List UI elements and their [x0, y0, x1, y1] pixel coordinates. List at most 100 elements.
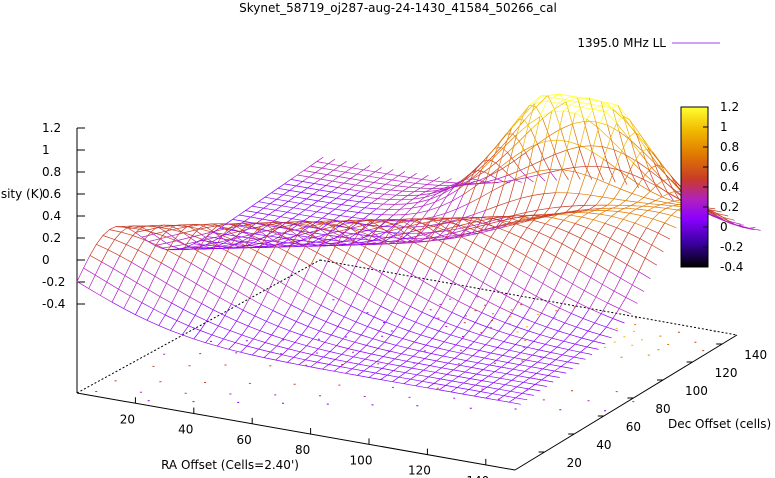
mesh-segment — [342, 220, 350, 222]
mesh-segment — [497, 178, 504, 183]
mesh-segment — [472, 223, 480, 233]
mesh-segment — [504, 312, 512, 323]
mesh-segment — [716, 212, 729, 217]
mesh-segment — [366, 196, 378, 199]
mesh-segment — [601, 146, 610, 168]
mesh-segment — [554, 366, 562, 372]
mesh-segment — [550, 169, 563, 173]
mesh-segment — [359, 201, 372, 204]
mesh-segment — [439, 294, 448, 307]
mesh-segment — [467, 220, 475, 228]
mesh-segment — [475, 322, 488, 328]
mesh-segment — [441, 188, 449, 195]
mesh-segment — [144, 231, 152, 241]
mesh-segment — [275, 205, 282, 211]
mesh-segment — [410, 173, 417, 178]
z-tick-label: -0.2 — [42, 275, 65, 289]
mesh-segment — [402, 190, 415, 193]
mesh-segment — [473, 391, 481, 397]
mesh-segment — [332, 223, 345, 228]
mesh-segment — [263, 357, 276, 361]
mesh-segment — [602, 196, 615, 200]
mesh-segment — [582, 208, 590, 212]
mesh-segment — [310, 165, 323, 169]
mesh-segment — [481, 155, 489, 170]
mesh-segment — [224, 303, 232, 316]
mesh-segment — [504, 128, 512, 147]
mesh-segment — [288, 223, 296, 229]
mesh-segment — [427, 383, 435, 389]
z-tick-group: 1.210.80.60.40.20-0.2-0.4 — [42, 121, 85, 311]
mesh-segment — [635, 132, 643, 152]
mesh-segment — [166, 282, 179, 291]
surface-mesh — [76, 93, 761, 405]
mesh-segment — [180, 246, 188, 250]
mesh-segment — [372, 330, 380, 339]
mesh-segment — [515, 217, 523, 225]
mesh-segment — [392, 311, 405, 318]
mesh-segment — [393, 235, 401, 241]
mesh-segment — [413, 232, 421, 239]
mesh-segment — [485, 397, 498, 401]
mesh-segment — [489, 268, 502, 277]
mesh-segment — [364, 202, 372, 209]
mesh-segment — [220, 243, 233, 247]
mesh-segment — [506, 368, 514, 374]
mesh-segment — [331, 326, 339, 336]
mesh-segment — [508, 169, 521, 176]
mesh-segment — [131, 261, 144, 270]
mesh-segment — [321, 163, 329, 169]
mesh-segment — [447, 260, 460, 269]
mesh-segment — [367, 186, 380, 189]
mesh-segment — [559, 93, 567, 103]
mesh-segment — [423, 369, 436, 373]
mesh-segment — [556, 219, 564, 228]
mesh-segment — [335, 246, 347, 254]
mesh-segment — [285, 271, 293, 286]
mesh-segment — [248, 325, 261, 332]
mesh-segment — [494, 371, 507, 375]
mesh-segment — [313, 338, 325, 343]
mesh-segment — [643, 197, 656, 201]
mesh-segment — [389, 224, 397, 232]
mesh-segment — [271, 326, 279, 336]
mesh-segment — [556, 227, 569, 233]
mesh-segment — [384, 189, 391, 195]
mesh-segment — [575, 343, 587, 348]
mesh-segment — [474, 169, 482, 187]
mesh-segment — [272, 298, 280, 311]
mesh-segment — [174, 231, 182, 241]
mesh-segment — [315, 222, 328, 225]
mesh-segment — [275, 209, 288, 213]
mesh-segment — [381, 209, 389, 215]
mesh-segment — [356, 218, 364, 224]
mesh-segment — [333, 370, 346, 374]
mesh-segment — [427, 218, 434, 222]
mesh-segment — [379, 330, 392, 336]
mesh-segment — [256, 240, 265, 252]
mesh-segment — [369, 240, 377, 244]
mesh-segment — [355, 180, 363, 186]
mesh-segment — [434, 287, 447, 296]
mesh-segment — [397, 185, 409, 188]
mesh-segment — [373, 230, 386, 233]
mesh-segment — [541, 379, 554, 383]
mesh-segment — [486, 216, 494, 219]
mesh-segment — [345, 372, 358, 376]
mesh-segment — [339, 161, 347, 166]
mesh-segment — [271, 192, 284, 196]
mesh-segment — [608, 270, 621, 279]
mesh-segment — [332, 310, 345, 318]
mesh-segment — [164, 302, 173, 316]
mesh-segment — [412, 241, 420, 244]
mesh-segment — [528, 388, 541, 392]
mesh-segment — [454, 352, 462, 359]
mesh-segment — [96, 235, 104, 245]
mesh-segment — [452, 181, 460, 189]
mesh-segment — [565, 101, 573, 124]
mesh-segment — [371, 348, 379, 355]
mesh-segment — [310, 211, 318, 217]
mesh-segment — [651, 167, 664, 181]
mesh-segment — [626, 251, 634, 265]
mesh-segment — [376, 356, 384, 362]
